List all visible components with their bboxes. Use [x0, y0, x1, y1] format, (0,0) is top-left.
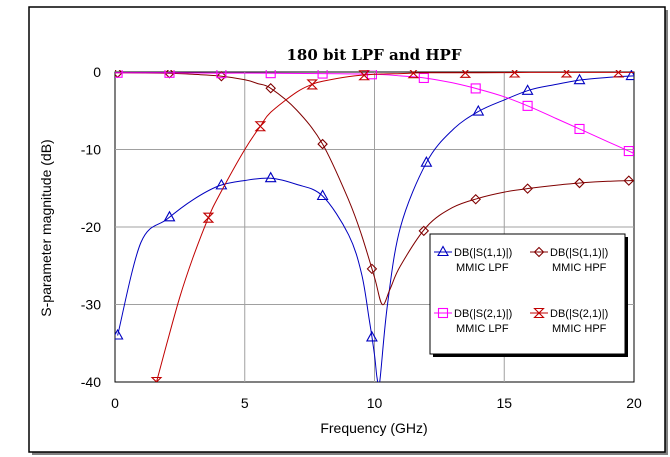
series-2-marker — [623, 146, 634, 157]
series-0-marker — [316, 189, 329, 201]
series-line-0 — [117, 75, 634, 382]
y-axis-label: S-parameter magnitude (dB) — [38, 139, 54, 316]
series-1-marker — [366, 263, 378, 275]
legend-sublabel: MMIC HPF — [552, 323, 607, 335]
series-0-marker — [573, 73, 586, 85]
series-0-marker — [420, 156, 433, 167]
series-1-marker — [265, 82, 276, 94]
series-0-marker — [521, 84, 534, 95]
legend: DB(|S(1,1)|) MMIC LPF DB(|S(1,1)|) MMIC HPF… — [429, 233, 628, 357]
series-1-marker — [470, 193, 481, 205]
x-tick-label: 10 — [367, 395, 383, 411]
x-axis-label: Frequency (GHz) — [320, 420, 427, 436]
legend-box — [429, 233, 626, 355]
x-tick-label: 15 — [496, 395, 512, 411]
x-tick-label: 5 — [241, 395, 249, 411]
series-1-marker — [216, 70, 227, 82]
series-line-1 — [115, 72, 634, 306]
y-tick-label: -30 — [81, 297, 101, 313]
series-2-marker — [265, 70, 276, 79]
series-2-marker — [574, 123, 585, 135]
series-2-marker — [115, 70, 123, 78]
series-line-2 — [115, 72, 634, 154]
series-3-marker — [407, 70, 420, 79]
legend-label: DB(|S(2,1)|) — [550, 308, 608, 320]
series-0-marker — [215, 178, 228, 190]
series-0-marker — [264, 171, 277, 183]
series-2-marker — [216, 70, 227, 79]
legend-sublabel: MMIC LPF — [456, 262, 509, 274]
legend-marker — [437, 245, 449, 257]
legend-sublabel: MMIC LPF — [456, 323, 509, 335]
series-1-marker — [418, 225, 430, 237]
series-1-marker — [317, 138, 328, 150]
legend-marker — [533, 246, 545, 258]
legend-sublabel: MMIC HPF — [552, 262, 607, 274]
series-3-marker — [459, 70, 472, 78]
series-1-marker — [623, 175, 634, 186]
series-2-marker — [164, 70, 175, 78]
series-3-marker — [306, 79, 319, 90]
series-3-marker — [358, 70, 370, 81]
series-group — [115, 70, 634, 382]
series-0-marker — [625, 70, 634, 81]
series-2-marker — [522, 100, 533, 111]
y-tick-label: -20 — [81, 219, 101, 235]
series-3-marker — [150, 376, 163, 382]
legend-marker — [437, 307, 449, 319]
x-tick-label: 0 — [111, 395, 119, 411]
legend-marker — [533, 307, 545, 319]
series-0-marker — [163, 210, 176, 222]
series-3-marker — [612, 70, 625, 78]
legend-label: DB(|S(2,1)|) — [454, 308, 512, 320]
series-2-marker — [470, 83, 481, 94]
y-tick-label: -40 — [81, 374, 101, 390]
legend-label: DB(|S(1,1)|) — [454, 247, 512, 259]
legend-label: DB(|S(1,1)|) — [550, 247, 608, 259]
series-2-marker — [418, 72, 429, 84]
series-3-marker — [560, 70, 573, 78]
series-3-marker — [508, 70, 521, 78]
series-0-marker — [115, 328, 124, 340]
series-1-marker — [522, 183, 533, 194]
series-1-marker — [574, 177, 585, 189]
series-3-marker — [202, 212, 215, 223]
x-tick-label: 20 — [626, 395, 642, 411]
series-0-marker — [365, 330, 378, 342]
chart-title: 180 bit LPF and HPF — [286, 46, 461, 64]
y-tick-label: -10 — [81, 142, 101, 158]
series-0-marker — [472, 104, 485, 116]
series-2-marker — [317, 70, 328, 79]
series-line-3 — [156, 71, 634, 382]
y-tick-label: 0 — [93, 64, 101, 80]
series-3-marker — [254, 121, 267, 132]
